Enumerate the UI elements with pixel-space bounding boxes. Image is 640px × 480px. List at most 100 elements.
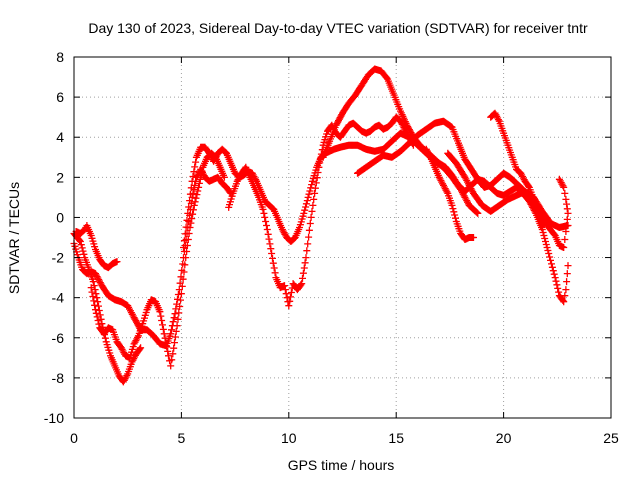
data-point: [286, 297, 294, 305]
data-point: [171, 339, 178, 347]
data-point: [270, 264, 278, 272]
data-point: [79, 247, 87, 255]
data-point: [408, 130, 416, 138]
data-point: [158, 317, 166, 324]
data-point: [559, 297, 567, 304]
y-tick-label: -10: [44, 410, 64, 426]
data-point: [182, 254, 190, 262]
data-point: [564, 222, 572, 229]
data-point: [448, 201, 456, 209]
data-point: [180, 237, 188, 245]
data-point: [306, 220, 314, 227]
data-point: [309, 201, 317, 209]
data-point: [96, 279, 104, 287]
data-point: [308, 207, 316, 215]
data-point: [452, 214, 459, 222]
data-point: [263, 226, 271, 233]
data-point: [169, 350, 177, 358]
data-point: [265, 235, 273, 243]
data-point: [302, 203, 310, 211]
data-point: [281, 286, 289, 294]
data-point: [170, 314, 178, 322]
data-point: [545, 250, 553, 257]
data-point: [137, 344, 145, 352]
data-point: [198, 167, 206, 175]
data-point: [92, 309, 100, 317]
data-point: [300, 209, 308, 217]
data-point: [179, 275, 187, 283]
data-point: [305, 226, 313, 234]
data-point: [174, 315, 182, 323]
data-point: [92, 306, 99, 314]
data-point: [226, 188, 234, 196]
data-point: [174, 291, 182, 298]
data-point: [159, 321, 166, 329]
plot-frame: [73, 56, 612, 419]
data-point: [542, 241, 550, 248]
y-tick-label: 2: [56, 169, 64, 185]
data-point: [304, 193, 312, 201]
data-point: [189, 206, 197, 214]
data-point: [451, 211, 459, 219]
data-point: [281, 282, 288, 290]
data-point: [90, 297, 98, 305]
data-point: [94, 317, 102, 324]
data-point: [311, 184, 319, 192]
data-point: [180, 244, 187, 251]
data-point: [302, 200, 310, 208]
data-point: [555, 175, 563, 183]
data-point: [551, 274, 559, 282]
data-point: [548, 263, 556, 271]
data-point: [93, 294, 101, 302]
data-point: [182, 223, 190, 231]
data-point: [178, 282, 186, 290]
data-point: [183, 248, 191, 255]
data-point: [305, 190, 313, 198]
data-point: [186, 190, 194, 198]
data-point: [449, 205, 457, 213]
data-point: [188, 177, 196, 185]
data-point: [123, 372, 131, 379]
data-point: [163, 343, 171, 351]
x-tick-label: 15: [388, 430, 404, 446]
data-point: [162, 339, 170, 347]
data-point: [297, 281, 305, 289]
data-point: [183, 242, 191, 249]
data-point: [543, 218, 551, 225]
data-point: [335, 115, 343, 123]
data-point: [299, 274, 306, 282]
data-point: [563, 205, 571, 213]
data-point: [167, 362, 175, 370]
data-point: [298, 280, 306, 288]
data-point: [160, 330, 168, 338]
y-tick-label: 6: [56, 89, 64, 105]
data-point: [287, 293, 294, 301]
data-point: [259, 205, 267, 213]
data-point: [95, 302, 102, 310]
data-point: [306, 187, 314, 195]
data-point: [92, 271, 100, 279]
data-point: [560, 244, 568, 251]
data-point: [562, 195, 570, 203]
data-point: [187, 219, 195, 227]
data-point: [308, 181, 316, 189]
data-point: [303, 247, 311, 255]
data-point: [80, 250, 88, 258]
x-tick-label: 0: [70, 430, 78, 446]
data-point: [168, 356, 176, 364]
y-tick-label: 4: [56, 129, 64, 145]
data-point: [91, 301, 99, 309]
satellite-track-6: [225, 113, 417, 310]
data-point: [562, 286, 570, 294]
data-point: [336, 114, 344, 122]
data-point: [220, 173, 228, 181]
data-series: [70, 65, 572, 386]
data-point: [264, 230, 272, 238]
data-point: [177, 296, 184, 304]
y-tick-label: 8: [56, 49, 64, 65]
y-tick-label: 0: [56, 209, 64, 225]
data-point: [282, 290, 290, 298]
data-point: [195, 183, 203, 191]
data-point: [553, 281, 561, 289]
data-point: [184, 236, 192, 243]
